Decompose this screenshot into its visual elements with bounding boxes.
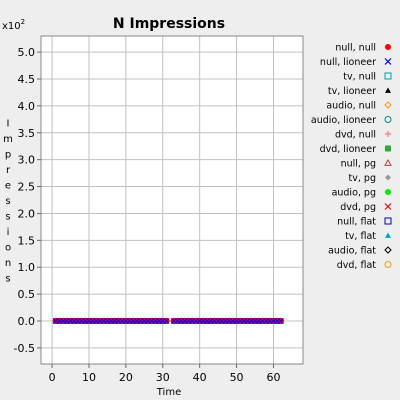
y-tick-label-0: -0.5 — [14, 342, 35, 355]
legend-label-14: audio, flat — [328, 246, 376, 257]
y-axis-label-char: s — [5, 274, 10, 285]
legend-marker-9 — [385, 174, 391, 181]
y-tick-label-4: 1.5 — [18, 234, 36, 247]
plot-border — [40, 35, 304, 365]
y-axis-label-char: e — [5, 181, 11, 192]
legend-label-1: null, lioneer — [320, 57, 376, 68]
y-axis-ticks: -0.5 0.0 0.5 1.0 1.5 2.0 2.5 3.0 3.5 4.0 4.5 5.0 — [14, 46, 41, 355]
y-multiplier-label: x102 — [2, 18, 25, 32]
y-axis-label-char: I — [7, 119, 10, 130]
legend-label-6: dvd, null — [335, 130, 376, 141]
y-tick-label-6: 2.5 — [18, 181, 36, 194]
plot-area — [41, 36, 303, 364]
y-tick-label-1: 0.0 — [18, 315, 36, 328]
legend-marker-14 — [384, 246, 392, 254]
data-points — [52, 317, 285, 325]
legend-label-5: audio, lioneer — [311, 115, 376, 126]
legend-marker-3 — [385, 87, 391, 93]
legend-label-7: dvd, lioneer — [320, 144, 377, 155]
legend-label-15: dvd, flat — [337, 260, 377, 271]
legend-label-13: tv, flat — [345, 231, 376, 242]
data-point-x-31 — [163, 317, 170, 325]
x-tick-label-6: 60 — [266, 371, 280, 384]
legend-marker-10 — [385, 189, 391, 195]
legend-label-2: tv, null — [343, 72, 376, 83]
legend: null, null null, lioneer tv, null tv, lione… — [311, 43, 392, 271]
x-tick-label-3: 30 — [156, 371, 170, 384]
y-axis-label: Impressions — [3, 119, 13, 285]
y-tick-label-2: 0.5 — [18, 288, 36, 301]
y-axis-label-char: i — [7, 227, 10, 238]
legend-marker-1 — [384, 58, 392, 65]
x-axis-ticks: 0 10 20 30 40 50 60 — [49, 364, 280, 384]
legend-marker-7 — [385, 145, 391, 152]
legend-marker-0 — [385, 44, 391, 50]
y-multiplier-exp: 2 — [21, 18, 25, 26]
y-axis-label-char: o — [5, 243, 11, 254]
y-axis-label-char: n — [5, 258, 11, 269]
legend-marker-4 — [384, 101, 392, 109]
x-tick-label-4: 40 — [193, 371, 207, 384]
y-tick-label-9: 4.0 — [18, 100, 36, 113]
y-tick-label-3: 1.0 — [18, 261, 36, 274]
legend-label-4: audio, null — [326, 101, 376, 112]
y-axis-label-char: r — [6, 165, 11, 176]
chart-title: N Impressions — [113, 16, 225, 32]
legend-marker-13 — [385, 232, 391, 238]
x-tick-label-5: 50 — [230, 371, 244, 384]
legend-label-10: audio, pg — [332, 188, 376, 199]
grid-lines — [41, 36, 303, 364]
legend-label-8: null, pg — [341, 159, 376, 170]
x-axis-label: Time — [156, 387, 181, 398]
data-point-x-62 — [277, 317, 284, 325]
y-tick-label-8: 3.5 — [18, 127, 36, 140]
legend-marker-5 — [384, 116, 392, 123]
y-tick-label-11: 5.0 — [18, 46, 36, 59]
legend-marker-6 — [385, 131, 391, 137]
legend-marker-11 — [384, 203, 392, 210]
y-tick-label-7: 3.0 — [18, 154, 36, 167]
legend-label-3: tv, lioneer — [328, 86, 376, 97]
legend-marker-8 — [384, 158, 392, 166]
y-axis-label-char: s — [5, 212, 10, 223]
legend-marker-15 — [384, 261, 392, 268]
y-tick-label-5: 2.0 — [18, 207, 36, 220]
legend-marker-12 — [384, 217, 392, 225]
legend-marker-2 — [384, 72, 392, 80]
y-axis-label-char: m — [3, 134, 13, 145]
legend-label-11: dvd, pg — [340, 202, 376, 213]
x-tick-label-2: 20 — [119, 371, 133, 384]
y-tick-label-10: 4.5 — [18, 73, 36, 86]
y-multiplier-base: x10 — [2, 21, 21, 32]
x-tick-label-1: 10 — [82, 371, 96, 384]
legend-label-0: null, null — [335, 43, 376, 54]
legend-label-12: null, flat — [337, 217, 376, 228]
x-tick-label-0: 0 — [49, 371, 56, 384]
y-axis-label-char: p — [5, 150, 11, 161]
legend-label-9: tv, pg — [349, 173, 376, 184]
y-axis-label-char: s — [5, 196, 10, 207]
